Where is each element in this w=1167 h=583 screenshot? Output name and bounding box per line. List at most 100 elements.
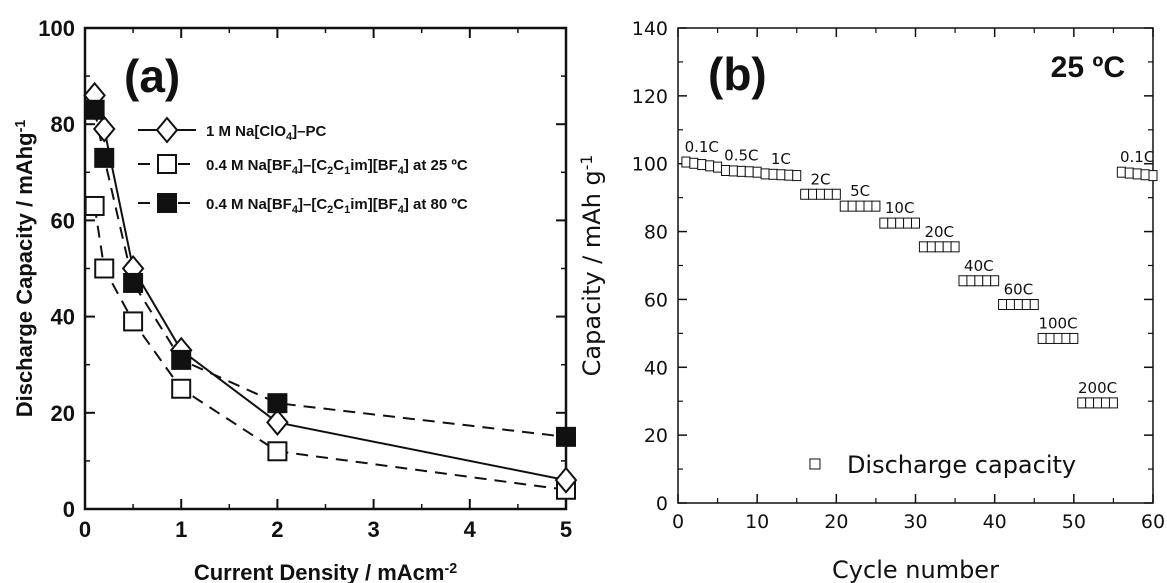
data-point-b bbox=[681, 156, 691, 168]
legend-marker-b bbox=[809, 458, 821, 470]
x-axis-label-a: Current Density / mAcm-2 bbox=[194, 560, 457, 583]
data-point-b bbox=[926, 241, 936, 253]
data-point-a-3 bbox=[171, 349, 192, 370]
rate-label-b-7: 20C bbox=[924, 223, 954, 241]
data-point-a-1 bbox=[266, 408, 289, 436]
x-tick-label-b: 60 bbox=[1141, 511, 1165, 533]
data-point-b bbox=[879, 217, 889, 229]
x-tick-label-a: 5 bbox=[560, 517, 572, 542]
rate-label-b-2: 0.5C bbox=[724, 147, 758, 165]
data-point-a-2 bbox=[123, 311, 144, 332]
series-line-a-1 bbox=[93, 95, 567, 482]
y-axis-label-b: Capacity / mAh g-1 bbox=[578, 155, 606, 377]
data-point-b bbox=[911, 217, 920, 229]
y-tick-label-b: 120 bbox=[632, 86, 668, 108]
data-point-b bbox=[1148, 170, 1158, 182]
data-point-b bbox=[1124, 167, 1134, 179]
data-point-b bbox=[1061, 332, 1071, 344]
data-point-b bbox=[1140, 169, 1150, 181]
data-point-b bbox=[1029, 299, 1039, 311]
data-point-a-2 bbox=[94, 258, 115, 279]
data-point-b bbox=[863, 200, 873, 212]
data-point-b bbox=[1013, 299, 1023, 311]
data-point-a-3 bbox=[267, 393, 288, 414]
data-point-b bbox=[855, 200, 865, 212]
x-tick-label-b: 50 bbox=[1062, 511, 1086, 533]
data-point-b bbox=[752, 166, 762, 178]
rate-label-b-12: 0.1C bbox=[1120, 148, 1154, 166]
legend-label-a-1: 1 M Na[ClO4]–PC bbox=[206, 123, 326, 143]
legend-label-a-2: 0.4 M Na[BF4]–[C2C1im][BF4] at 25 ºC bbox=[206, 157, 468, 177]
rate-label-b-10: 100C bbox=[1038, 314, 1077, 332]
panel-a-chart: 0 1 2 3 4 5 0 20 40 60 80 100 Current Density / mAcm… bbox=[12, 16, 578, 583]
data-point-b bbox=[1006, 299, 1015, 311]
data-point-b bbox=[728, 165, 738, 177]
data-point-b bbox=[768, 168, 778, 180]
x-tick-label-b: 10 bbox=[745, 511, 769, 533]
rate-label-b-11: 200C bbox=[1078, 379, 1117, 397]
y-tick-label-b: 60 bbox=[644, 289, 668, 311]
y-tick-label-b: 80 bbox=[644, 222, 668, 244]
data-point-b bbox=[847, 200, 857, 212]
data-point-b bbox=[808, 188, 818, 200]
rate-label-b-5: 5C bbox=[850, 182, 870, 200]
data-point-b bbox=[1021, 299, 1031, 311]
data-point-b bbox=[792, 170, 802, 182]
rate-label-b-6: 10C bbox=[885, 199, 915, 217]
data-point-b bbox=[760, 168, 770, 180]
x-tick-label-b: 0 bbox=[672, 511, 684, 533]
legend-marker-a-3 bbox=[157, 193, 177, 213]
x-tick-label-b: 30 bbox=[903, 511, 927, 533]
y-tick-label-a: 40 bbox=[51, 305, 75, 330]
data-point-b bbox=[998, 299, 1008, 311]
x-tick-label-b: 20 bbox=[824, 511, 848, 533]
y-tick-label-a: 60 bbox=[51, 208, 75, 233]
data-point-b bbox=[934, 241, 944, 253]
series-line-a-2 bbox=[93, 205, 567, 491]
data-point-b bbox=[903, 217, 913, 229]
data-point-b bbox=[918, 241, 928, 253]
data-point-a-1 bbox=[92, 115, 116, 143]
rate-label-b-3: 1C bbox=[771, 150, 791, 168]
x-tick-label-a: 1 bbox=[175, 517, 187, 542]
data-point-b bbox=[974, 275, 984, 287]
legend-label-b: Discharge capacity bbox=[847, 451, 1076, 479]
data-point-b bbox=[1053, 332, 1063, 344]
data-point-b bbox=[697, 159, 707, 171]
panel-b-chart: 0 10 20 30 40 50 60 0 20 40 60 80 100 120 140 Cycle num… bbox=[578, 18, 1165, 583]
data-point-b bbox=[871, 200, 881, 212]
panel-label-b: (b) bbox=[708, 48, 767, 100]
data-point-b bbox=[1037, 332, 1047, 344]
rate-label-b-8: 40C bbox=[964, 257, 994, 275]
data-point-b bbox=[1093, 397, 1103, 409]
legend-marker-a-1 bbox=[155, 116, 179, 144]
data-point-b bbox=[895, 217, 905, 229]
x-tick-label-a: 3 bbox=[367, 517, 379, 542]
data-point-b bbox=[1116, 166, 1126, 178]
data-point-a-3 bbox=[84, 99, 105, 120]
legend-label-a-3: 0.4 M Na[BF4]–[C2C1im][BF4] at 80 ºC bbox=[206, 196, 468, 216]
y-tick-label-b: 140 bbox=[632, 18, 668, 40]
data-point-b bbox=[1108, 397, 1118, 409]
data-point-b bbox=[966, 275, 976, 287]
y-axis-label-a: Discharge Capacity / mAhg-1 bbox=[12, 120, 37, 418]
data-point-b bbox=[950, 241, 960, 253]
data-point-a-3 bbox=[94, 147, 115, 168]
data-point-b bbox=[784, 169, 794, 181]
data-point-b bbox=[713, 161, 723, 173]
data-point-a-2 bbox=[84, 195, 105, 216]
data-point-b bbox=[800, 188, 810, 200]
data-point-b bbox=[705, 160, 715, 172]
x-tick-label-a: 4 bbox=[464, 517, 477, 542]
y-tick-label-b: 100 bbox=[632, 154, 668, 176]
data-point-b bbox=[1069, 332, 1079, 344]
x-tick-label-a: 2 bbox=[271, 517, 283, 542]
data-point-b bbox=[776, 169, 786, 181]
y-tick-label-a: 0 bbox=[63, 497, 75, 522]
rate-label-b-4: 2C bbox=[810, 170, 830, 188]
data-point-b bbox=[823, 188, 833, 200]
data-point-b bbox=[887, 217, 897, 229]
data-point-b bbox=[1101, 397, 1110, 409]
legend-marker-a-2 bbox=[157, 154, 177, 174]
y-tick-label-a: 20 bbox=[51, 401, 75, 426]
